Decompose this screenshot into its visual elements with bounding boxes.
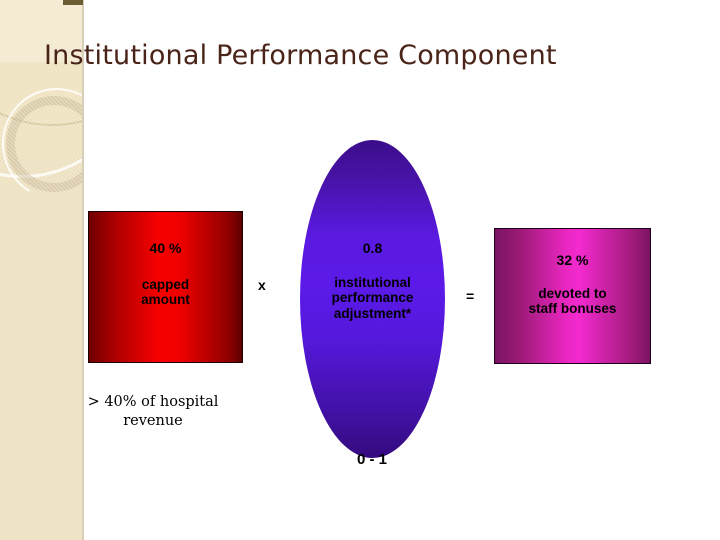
node-performance-adjustment-value: 0.8: [362, 240, 383, 256]
annotation-range-note: 0 - 1: [356, 451, 387, 468]
node-staff-bonuses[interactable]: 32 % devoted to staff bonuses: [494, 228, 651, 364]
node-capped-amount-label-line1: capped: [141, 276, 190, 292]
annotation-revenue-note-line1: > 40% of hospital: [87, 394, 219, 410]
node-performance-adjustment-label-line3: adjustment*: [333, 306, 412, 322]
node-staff-bonuses-label: devoted to staff bonuses: [529, 286, 617, 318]
annotation-revenue-note: > 40% of hospital revenue: [58, 393, 248, 431]
node-performance-adjustment[interactable]: 0.8 institutional performance adjustment…: [300, 140, 445, 458]
operator-equals: =: [466, 288, 475, 304]
sidebar-texture: [0, 0, 82, 540]
node-performance-adjustment-label-line2: performance: [331, 290, 414, 306]
operator-multiply: x: [258, 277, 266, 293]
node-performance-adjustment-label: institutional performance adjustment*: [332, 275, 414, 323]
annotation-revenue-note-line2: revenue: [123, 412, 183, 429]
sidebar-notch: [63, 0, 83, 5]
page-title: Institutional Performance Component: [44, 40, 557, 71]
node-capped-amount[interactable]: 40 % capped amount: [88, 211, 243, 363]
sidebar-divider: [82, 0, 84, 540]
decorative-sidebar: [0, 0, 82, 540]
node-staff-bonuses-value: 32 %: [556, 252, 589, 268]
node-capped-amount-value: 40 %: [149, 240, 182, 256]
node-capped-amount-label-line2: amount: [141, 292, 190, 308]
node-staff-bonuses-label-line2: staff bonuses: [528, 301, 617, 317]
node-staff-bonuses-label-line1: devoted to: [538, 285, 607, 301]
node-capped-amount-label: capped amount: [141, 277, 190, 309]
node-performance-adjustment-label-line1: institutional: [334, 274, 411, 290]
sidebar-ring-icon: [6, 96, 82, 192]
